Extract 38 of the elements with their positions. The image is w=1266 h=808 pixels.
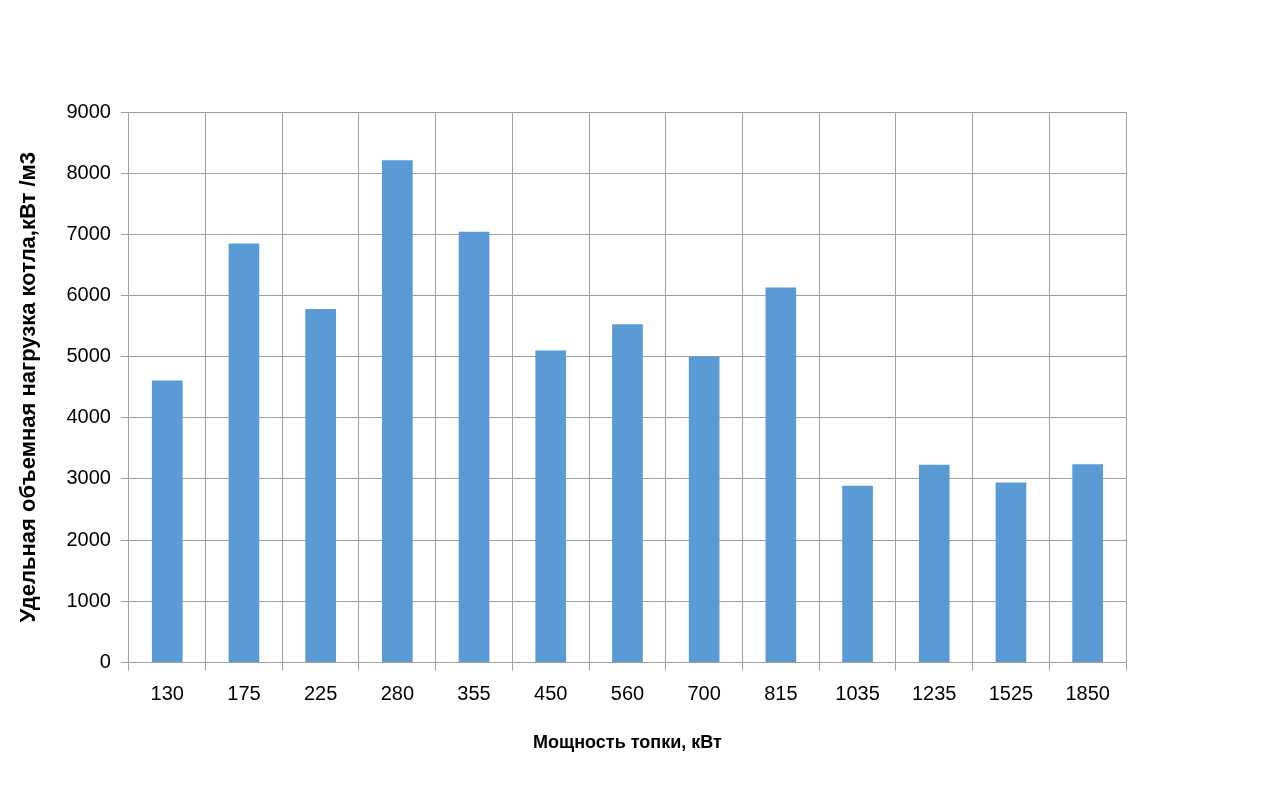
- bar: [458, 231, 490, 662]
- y-tick-label: 5000: [66, 344, 111, 367]
- x-axis-title: Мощность топки, кВт: [533, 732, 723, 753]
- y-tick-label: 8000: [66, 160, 111, 183]
- bar: [842, 485, 873, 662]
- bar: [382, 160, 413, 662]
- y-tick-label: 7000: [66, 221, 111, 244]
- bar: [151, 380, 183, 662]
- y-tick-label: 3000: [66, 466, 111, 489]
- y-tick-label: 2000: [66, 527, 111, 550]
- x-tick-label: 815: [764, 681, 798, 704]
- y-tick-label: 4000: [66, 405, 111, 428]
- bar: [918, 464, 950, 662]
- y-tick-label: 1000: [66, 588, 111, 611]
- x-tick-label: 1850: [1065, 681, 1110, 704]
- x-tick-label: 450: [534, 681, 568, 704]
- bar: [688, 356, 720, 662]
- x-tick-label: 560: [610, 681, 645, 704]
- x-tick-label: 1235: [912, 681, 957, 704]
- x-tick-label: 700: [687, 681, 721, 704]
- y-tick-label: 9000: [66, 99, 111, 122]
- x-tick-label: 280: [380, 681, 415, 704]
- x-tick-label: 225: [303, 681, 338, 704]
- x-tick-label: 175: [227, 681, 261, 704]
- bar: [305, 308, 336, 662]
- bar: [765, 287, 797, 662]
- bar: [535, 350, 567, 662]
- bar: [995, 482, 1027, 662]
- x-tick-label: 130: [150, 681, 184, 704]
- x-tick-label: 1525: [988, 681, 1034, 704]
- y-tick-label: 6000: [66, 282, 111, 305]
- x-tick-label: 1035: [835, 681, 880, 704]
- bar: [1072, 464, 1103, 662]
- x-tick-label: 355: [457, 681, 491, 704]
- y-axis-title: Удельная объемная нагрузка котла,кВт /м3: [15, 151, 41, 623]
- bar: [228, 243, 260, 662]
- y-tick-label: 0: [99, 649, 111, 672]
- bar: [612, 324, 643, 662]
